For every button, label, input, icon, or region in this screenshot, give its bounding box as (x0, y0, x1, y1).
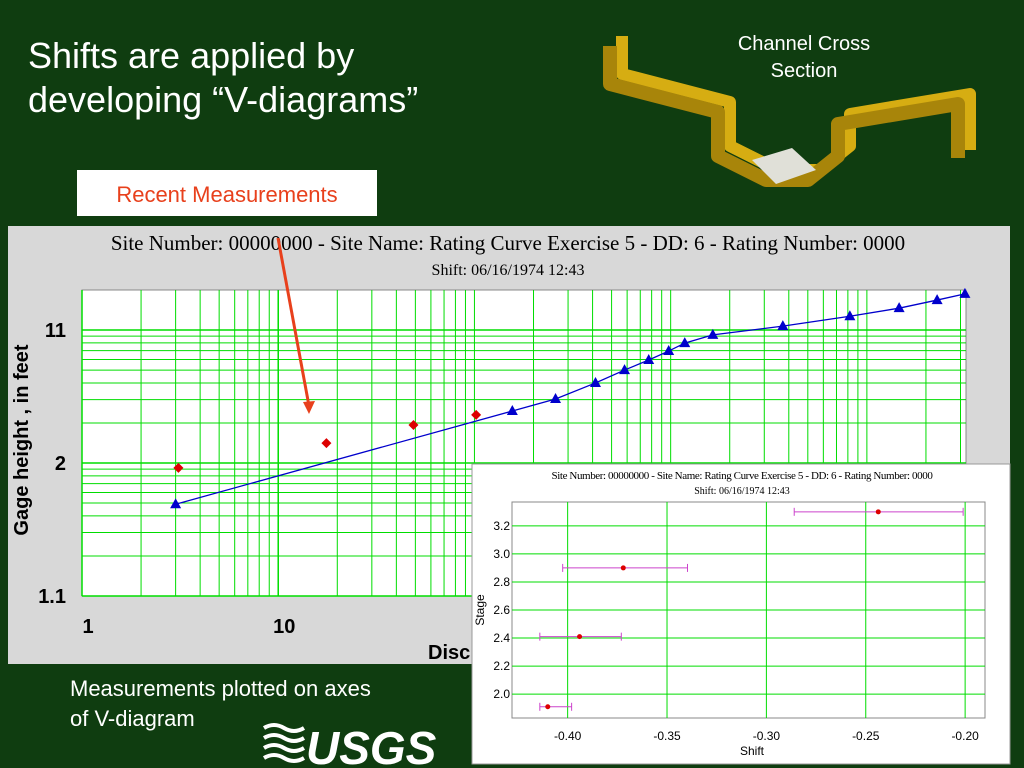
triangle-marker (506, 405, 518, 416)
slide-title: developing “V-diagrams” (28, 79, 418, 120)
y-tick-label: 2.8 (493, 575, 510, 589)
logo: USGS (306, 722, 437, 768)
caption: Measurements plotted on axes (70, 676, 371, 701)
chart-subtitle: Shift: 06/16/1974 12:43 (432, 262, 585, 279)
y-tick-label: 1.1 (38, 586, 66, 608)
triangle-marker (170, 498, 182, 509)
x-axis-label: Disc (428, 642, 470, 664)
triangle-marker (590, 376, 602, 387)
x-tick-label: 1 (82, 616, 93, 638)
callout-box (77, 170, 377, 216)
triangle-marker (844, 310, 856, 321)
diagram-label: Section (771, 60, 838, 82)
channel-diagram (603, 36, 976, 187)
y-tick-label: 2.4 (493, 631, 510, 645)
y-tick-label: 2.0 (493, 687, 510, 701)
y-tick-label: 11 (45, 320, 66, 342)
triangle-marker (707, 328, 719, 339)
diamond-marker (408, 420, 419, 431)
slide-title: Shifts are applied by (28, 35, 354, 76)
y-axis-label: Gage height , in feet (11, 344, 33, 535)
y-tick-label: 3.0 (493, 547, 510, 561)
rating-line (175, 293, 966, 505)
triangle-marker (931, 294, 943, 305)
triangle-marker (959, 287, 971, 298)
chart-subtitle: Shift: 06/16/1974 12:43 (694, 486, 790, 497)
x-tick-label: -0.20 (951, 729, 979, 743)
y-tick-label: 2 (55, 453, 66, 475)
triangle-marker (893, 302, 905, 313)
arrow-head (303, 401, 315, 414)
x-tick-label: -0.35 (653, 729, 681, 743)
triangle-marker (619, 364, 631, 375)
triangle-marker (777, 320, 789, 331)
chart-title: Site Number: 00000000 - Site Name: Ratin… (552, 470, 934, 482)
triangle-marker (663, 345, 675, 356)
y-axis-label: Stage (473, 594, 487, 626)
x-tick-label: -0.30 (753, 729, 781, 743)
x-tick-label: -0.25 (852, 729, 880, 743)
x-axis-label: Shift (740, 744, 765, 758)
x-tick-label: -0.40 (554, 729, 582, 743)
v-diagram: Site Number: 00000000 - Site Name: Ratin… (471, 463, 1011, 765)
triangle-marker (679, 337, 691, 348)
point (545, 704, 551, 710)
point (620, 565, 626, 571)
diamond-marker (471, 409, 482, 420)
caption: of V-diagram (70, 706, 195, 731)
x-tick-label: 10 (273, 616, 295, 638)
diagram-label: Channel Cross (738, 33, 870, 55)
point (875, 509, 881, 515)
diamond-marker (321, 438, 332, 449)
chart-title: Site Number: 00000000 - Site Name: Ratin… (111, 231, 905, 255)
arrow (276, 237, 311, 407)
y-tick-label: 2.2 (493, 659, 510, 673)
point (577, 634, 583, 640)
triangle-marker (643, 354, 655, 365)
triangle-marker (550, 392, 562, 403)
y-tick-label: 2.6 (493, 603, 510, 617)
logo-mark (262, 723, 306, 763)
callout: Recent Measurements (116, 182, 337, 207)
diamond-marker (173, 462, 184, 473)
y-tick-label: 3.2 (493, 519, 510, 533)
